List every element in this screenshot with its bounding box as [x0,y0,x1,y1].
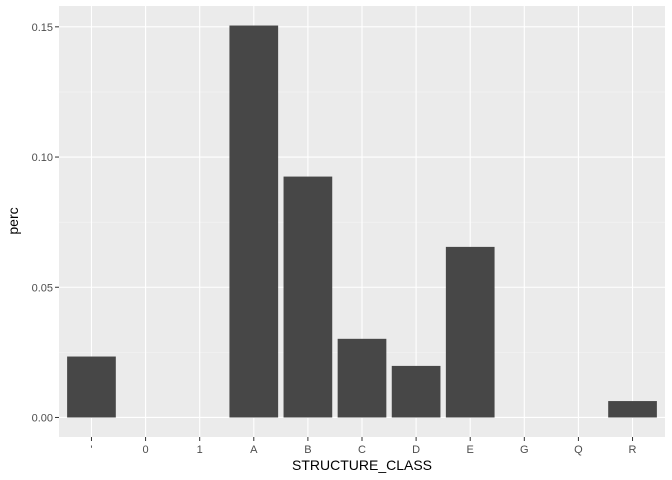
bar [391,365,441,418]
x-axis-title: STRUCTURE_CLASS [292,457,432,473]
x-tick-label: R [629,444,637,456]
bar [229,25,279,418]
y-tick-label: 0.15 [32,22,53,34]
x-tick-label: G [520,444,529,456]
bar [445,246,495,418]
x-tick-label: B [304,444,311,456]
x-tick-label: Q [574,444,583,456]
y-axis-title: perc [5,207,21,234]
x-tick-label: ' [90,444,92,456]
x-axis: ' 0 1 A B C D E G Q R [90,437,637,456]
y-tick-label: 0.05 [32,282,53,294]
x-tick-label: D [412,444,420,456]
bar [337,338,387,418]
y-tick-label: 0.10 [32,152,53,164]
x-tick-label: A [250,444,258,456]
bar [67,356,116,418]
x-tick-label: E [467,444,474,456]
x-tick-label: 1 [197,444,203,456]
x-tick-label: 0 [143,444,149,456]
y-axis: 0.00 0.05 0.10 0.15 [32,22,59,424]
y-tick-label: 0.00 [32,412,53,424]
bar [608,401,657,418]
bar [283,176,333,418]
x-tick-label: C [358,444,366,456]
bars [67,25,657,418]
